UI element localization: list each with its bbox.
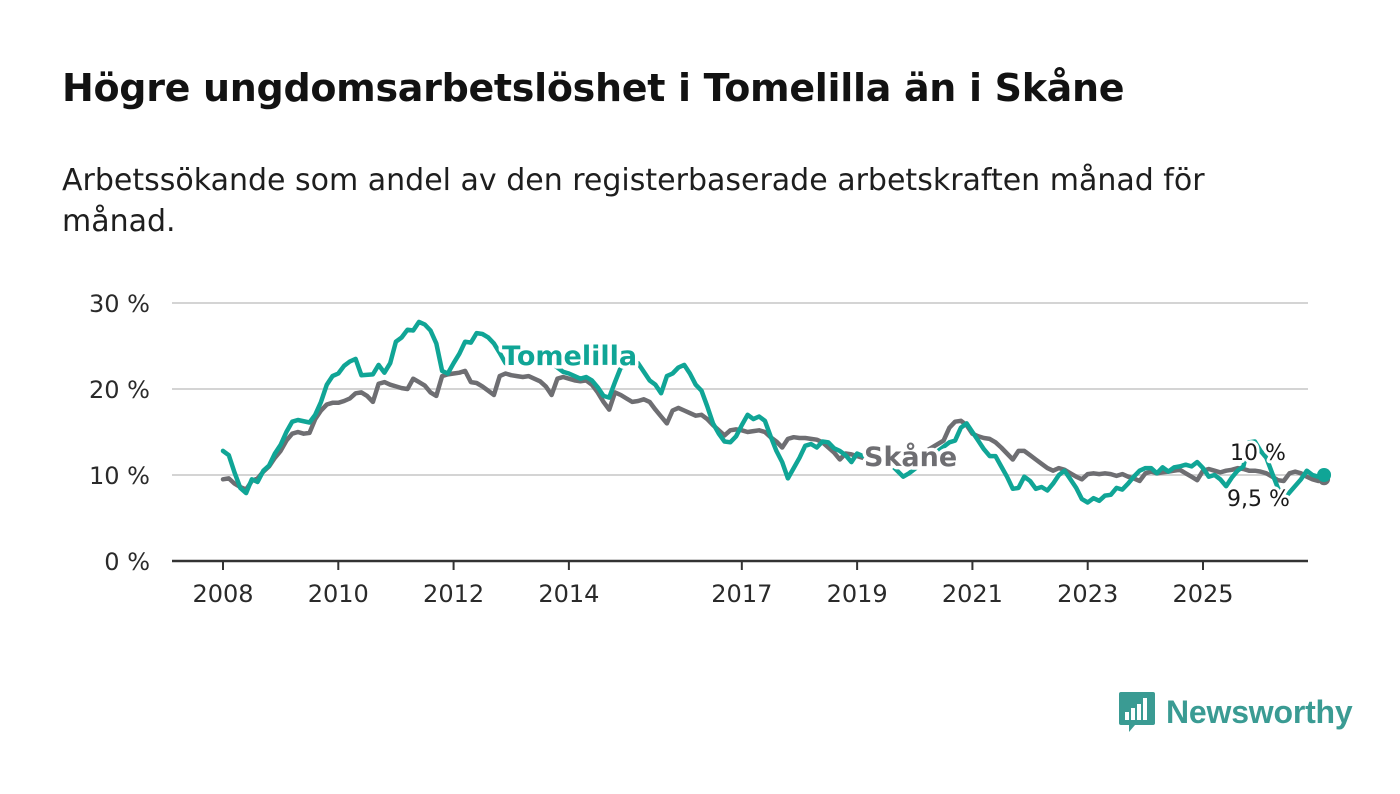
y-tick-label: 30 %	[89, 290, 150, 318]
x-tick-label: 2008	[192, 580, 253, 608]
end-label-skane: 9,5 %	[1227, 487, 1290, 512]
endpoint-tomelilla	[1317, 468, 1332, 482]
chart-title: Högre ungdomsarbetslöshet i Tomelilla än…	[62, 66, 1125, 110]
x-tick-label: 2010	[308, 580, 369, 608]
end-label-tomelilla: 10 %	[1230, 441, 1286, 466]
y-tick-label: 20 %	[89, 376, 150, 404]
labels-layer: Tomelilla Skåne 10 % 9,5 %	[499, 338, 1293, 516]
series-label-skane: Skåne	[864, 441, 957, 473]
x-tick-label: 2019	[827, 580, 888, 608]
newsworthy-brand[interactable]: Newsworthy	[1118, 690, 1353, 734]
x-tick-label: 2021	[942, 580, 1003, 608]
series-line-skane	[220, 368, 1327, 492]
newsworthy-logo-icon	[1119, 692, 1155, 732]
x-tick-label: 2012	[423, 580, 484, 608]
x-tick-label: 2025	[1172, 580, 1233, 608]
x-tick-label: 2017	[711, 580, 772, 608]
brand-name: Newsworthy	[1166, 693, 1353, 730]
x-tick-label: 2014	[538, 580, 599, 608]
lines-layer	[220, 319, 1332, 505]
chart-subtitle: Arbetssökande som andel av den registerb…	[62, 163, 1205, 239]
series-label-tomelilla: Tomelilla	[502, 341, 637, 372]
grid-layer	[172, 302, 1308, 476]
y-tick-label: 10 %	[89, 462, 150, 490]
y-tick-label: 0 %	[104, 548, 150, 576]
x-tick-label: 2023	[1057, 580, 1118, 608]
series-line-tomelilla	[220, 319, 1327, 505]
axis-layer: 0 % 10 % 20 % 30 % 2008 2010 2012 2014 2017 2019 2…	[89, 290, 1308, 608]
